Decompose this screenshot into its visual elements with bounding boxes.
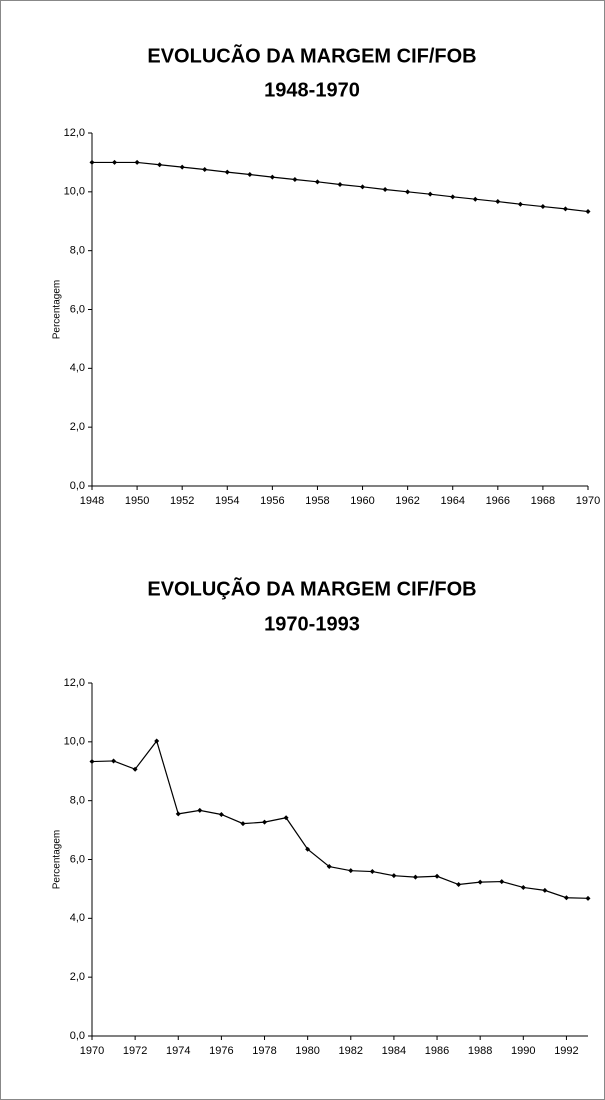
marker: [292, 176, 298, 182]
marker: [111, 758, 117, 764]
marker: [472, 196, 478, 202]
marker: [499, 879, 505, 885]
marker: [326, 864, 332, 870]
x-tick-label: 1958: [305, 495, 329, 507]
x-tick-label: 1978: [252, 1045, 276, 1057]
marker: [540, 204, 546, 210]
x-tick-label: 1982: [339, 1045, 363, 1057]
y-tick-label: 6,0: [70, 853, 85, 865]
marker: [348, 868, 354, 874]
x-tick-label: 1992: [554, 1045, 578, 1057]
marker: [262, 819, 268, 825]
marker: [369, 869, 375, 875]
marker: [247, 171, 253, 177]
x-tick-label: 1968: [531, 495, 555, 507]
line: [91, 739, 589, 899]
marker: [197, 807, 203, 813]
marker: [224, 169, 230, 175]
y-tick-label: 8,0: [70, 795, 85, 807]
x-tick-label: 1952: [170, 495, 194, 507]
y-tick-label: 0,0: [70, 1030, 85, 1042]
marker: [337, 181, 343, 187]
x-tick-label: 1948: [80, 495, 104, 507]
x-tick-label: 1988: [468, 1045, 492, 1057]
marker: [89, 759, 95, 765]
y-tick-label: 4,0: [70, 912, 85, 924]
chart-subtitle: 1970-1993: [264, 613, 360, 635]
marker: [391, 873, 397, 879]
y-axis-label: Percentagem: [52, 830, 63, 889]
marker: [412, 874, 418, 880]
marker: [134, 159, 140, 165]
marker: [218, 811, 224, 817]
x-tick-label: 1966: [486, 495, 510, 507]
chart-subtitle: 1948-1970: [264, 79, 360, 101]
marker: [542, 887, 548, 893]
marker: [112, 159, 118, 165]
x-tick-label: 1972: [123, 1045, 147, 1057]
y-tick-label: 12,0: [64, 677, 85, 689]
marker: [132, 766, 138, 772]
y-tick-label: 8,0: [70, 245, 85, 257]
marker: [585, 209, 591, 215]
marker: [240, 821, 246, 827]
y-tick-label: 2,0: [70, 421, 85, 433]
y-tick-label: 10,0: [64, 186, 85, 198]
marker: [89, 159, 95, 165]
marker: [360, 184, 366, 190]
marker: [314, 179, 320, 185]
marker: [517, 201, 523, 207]
y-tick-label: 6,0: [70, 303, 85, 315]
x-tick-label: 1962: [395, 495, 419, 507]
x-tick-label: 1990: [511, 1045, 535, 1057]
marker: [405, 189, 411, 195]
marker: [585, 895, 591, 901]
marker: [434, 873, 440, 879]
marker: [179, 164, 185, 170]
y-tick-label: 12,0: [64, 127, 85, 139]
x-tick-label: 1956: [260, 495, 284, 507]
x-tick-label: 1974: [166, 1045, 190, 1057]
x-tick-label: 1980: [295, 1045, 319, 1057]
marker: [477, 879, 483, 885]
x-tick-label: 1950: [125, 495, 149, 507]
x-tick-label: 1986: [425, 1045, 449, 1057]
x-tick-label: 1970: [80, 1045, 104, 1057]
marker: [382, 186, 388, 192]
x-tick-label: 1970: [576, 495, 600, 507]
marker: [456, 882, 462, 888]
marker: [450, 194, 456, 200]
chart-title: EVOLUCÃO DA MARGEM CIF/FOB: [147, 44, 476, 67]
marker: [520, 884, 526, 890]
x-tick-label: 1960: [350, 495, 374, 507]
x-tick-label: 1984: [382, 1045, 406, 1057]
marker: [269, 174, 275, 180]
x-tick-label: 1954: [215, 495, 239, 507]
marker: [154, 738, 160, 744]
y-tick-label: 4,0: [70, 362, 85, 374]
y-tick-label: 10,0: [64, 736, 85, 748]
marker: [305, 846, 311, 852]
marker: [562, 206, 568, 212]
chart-title: EVOLUÇÃO DA MARGEM CIF/FOB: [147, 577, 476, 600]
marker: [427, 191, 433, 197]
marker: [202, 166, 208, 172]
y-axis-label: Percentagem: [52, 280, 63, 339]
marker: [157, 162, 163, 168]
y-tick-label: 2,0: [70, 971, 85, 983]
marker: [495, 199, 501, 205]
x-tick-label: 1976: [209, 1045, 233, 1057]
marker: [563, 895, 569, 901]
y-tick-label: 0,0: [70, 480, 85, 492]
x-tick-label: 1964: [440, 495, 464, 507]
marker: [175, 811, 181, 817]
marker: [283, 815, 289, 821]
